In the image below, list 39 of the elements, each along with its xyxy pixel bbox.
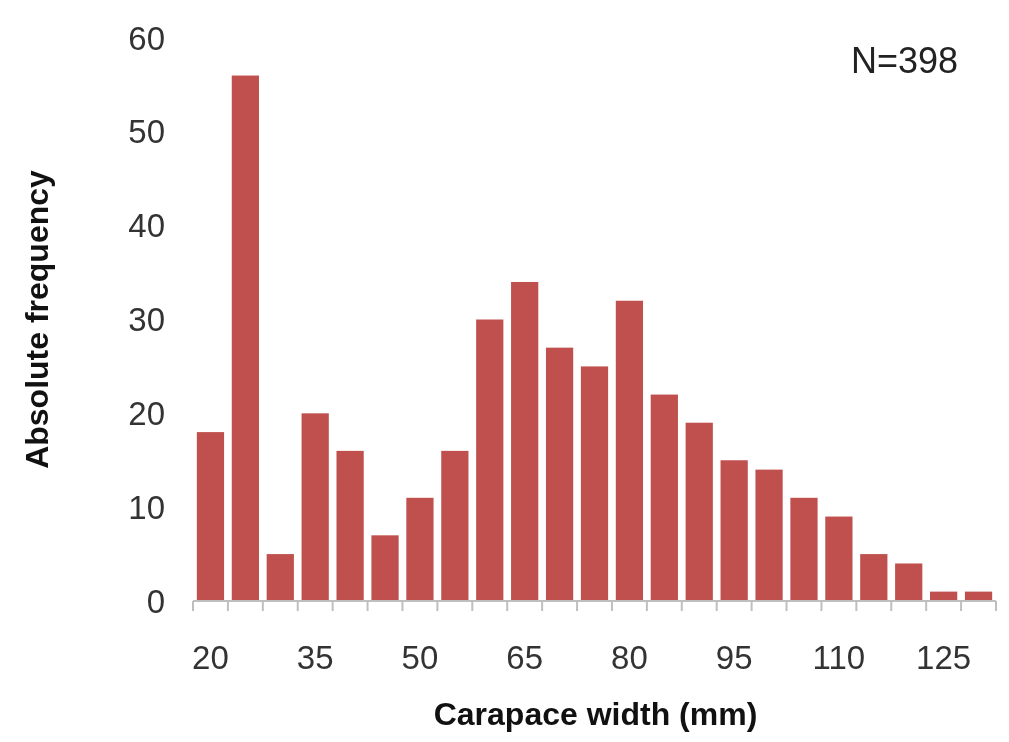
bar <box>825 516 853 601</box>
bar <box>511 281 539 601</box>
x-tick-label: 50 <box>401 639 439 676</box>
y-tick-label: 30 <box>128 301 165 339</box>
x-tick-label: 65 <box>506 639 544 676</box>
bar <box>650 394 678 601</box>
bar <box>790 497 818 601</box>
x-tick-label: 95 <box>715 639 753 676</box>
x-tick-label: 35 <box>296 639 334 676</box>
annotation: N=398 <box>850 40 958 81</box>
y-tick-label: 40 <box>128 207 165 245</box>
y-tick-label: 20 <box>128 394 165 432</box>
bar <box>196 432 225 601</box>
bar <box>545 347 574 601</box>
bar <box>685 422 713 601</box>
bar <box>371 535 399 601</box>
bar <box>336 450 364 601</box>
y-tick-label: 10 <box>128 488 165 526</box>
bar <box>231 75 259 601</box>
bar <box>266 554 294 601</box>
y-tick-label: 60 <box>128 19 165 57</box>
bar <box>441 450 469 601</box>
x-tick-label: 20 <box>192 639 229 676</box>
y-axis-title: Absolute frequency <box>19 169 55 469</box>
bar <box>720 460 748 601</box>
x-axis-title: Carapace width (mm) <box>433 696 758 732</box>
y-tick-label: 50 <box>128 113 165 151</box>
x-tick-label: 110 <box>812 639 866 676</box>
x-tick-label: 80 <box>611 639 648 676</box>
bar <box>580 366 609 601</box>
bar <box>406 497 434 601</box>
bar <box>755 469 783 601</box>
bar <box>476 319 504 601</box>
y-tick-label: 0 <box>146 582 165 620</box>
bar <box>615 300 644 601</box>
bar <box>860 554 888 601</box>
x-tick-label: 125 <box>916 639 972 676</box>
bar <box>301 413 329 601</box>
bar <box>895 563 923 601</box>
